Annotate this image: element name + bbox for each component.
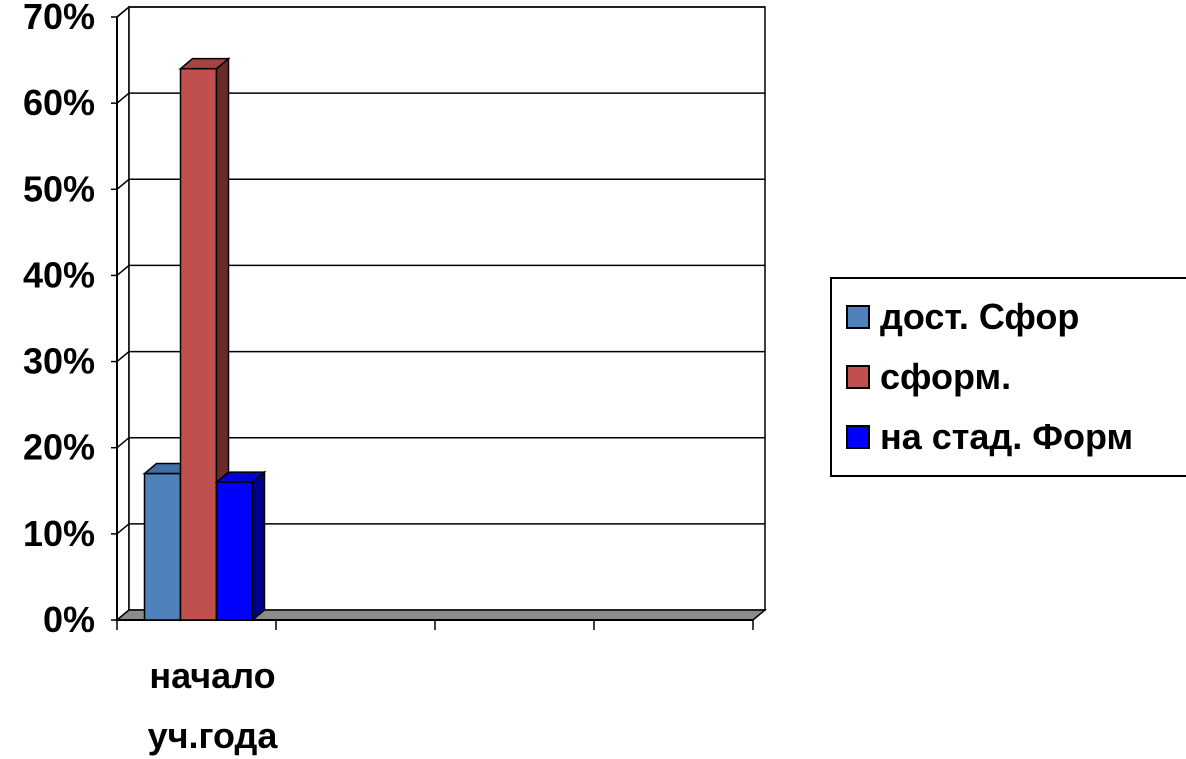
y-axis-ticks: 0% 10% 20% 30% 40% 50% 60% 70% bbox=[23, 0, 117, 640]
bar-front bbox=[215, 481, 254, 621]
bar-2-1 bbox=[178, 57, 231, 622]
legend-swatch-series-1 bbox=[846, 305, 870, 329]
y-tick-label: 60% bbox=[23, 82, 95, 123]
legend-label-series-1: дост. Сфор bbox=[880, 296, 1080, 337]
y-tick-label: 20% bbox=[23, 427, 95, 468]
chart-floor bbox=[114, 17, 768, 621]
x-category-label: начало bbox=[149, 655, 275, 696]
y-tick-label: 70% bbox=[23, 0, 95, 37]
bar-front bbox=[143, 472, 182, 621]
y-tick-label: 40% bbox=[23, 254, 95, 295]
gridline bbox=[116, 92, 765, 104]
legend-item-series-1: дост. Сфор bbox=[846, 295, 1079, 339]
gridline bbox=[116, 523, 765, 535]
gridlines bbox=[116, 6, 765, 535]
legend: дост. Сфор сформ. на стад. Форм bbox=[830, 277, 1186, 477]
legend-label-series-2: сформ. bbox=[880, 356, 1012, 397]
x-category-label: уч.года bbox=[148, 715, 279, 756]
y-tick-label: 10% bbox=[23, 513, 95, 554]
gridline bbox=[116, 178, 765, 190]
bar-top bbox=[214, 471, 267, 483]
gridline bbox=[116, 436, 765, 449]
x-axis-labels: начало уч.года bbox=[148, 655, 279, 756]
legend-swatch-series-3 bbox=[846, 425, 870, 449]
y-tick-label: 30% bbox=[23, 341, 95, 382]
bar-front bbox=[179, 67, 218, 621]
gridline bbox=[116, 350, 765, 363]
bar-top bbox=[178, 57, 231, 70]
y-tick-label: 50% bbox=[23, 168, 95, 209]
y-tick-label: 0% bbox=[43, 599, 95, 640]
legend-item-series-3: на стад. Форм bbox=[846, 415, 1133, 459]
gridline bbox=[116, 264, 765, 277]
legend-item-series-2: сформ. bbox=[846, 355, 1011, 399]
gridline bbox=[116, 6, 765, 18]
bars bbox=[142, 57, 267, 622]
legend-label-series-3: на стад. Форм bbox=[880, 416, 1134, 457]
bar-side bbox=[251, 470, 266, 622]
x-axis-ticks bbox=[116, 620, 754, 630]
bar-3-1 bbox=[214, 470, 267, 622]
legend-swatch-series-2 bbox=[846, 365, 870, 389]
